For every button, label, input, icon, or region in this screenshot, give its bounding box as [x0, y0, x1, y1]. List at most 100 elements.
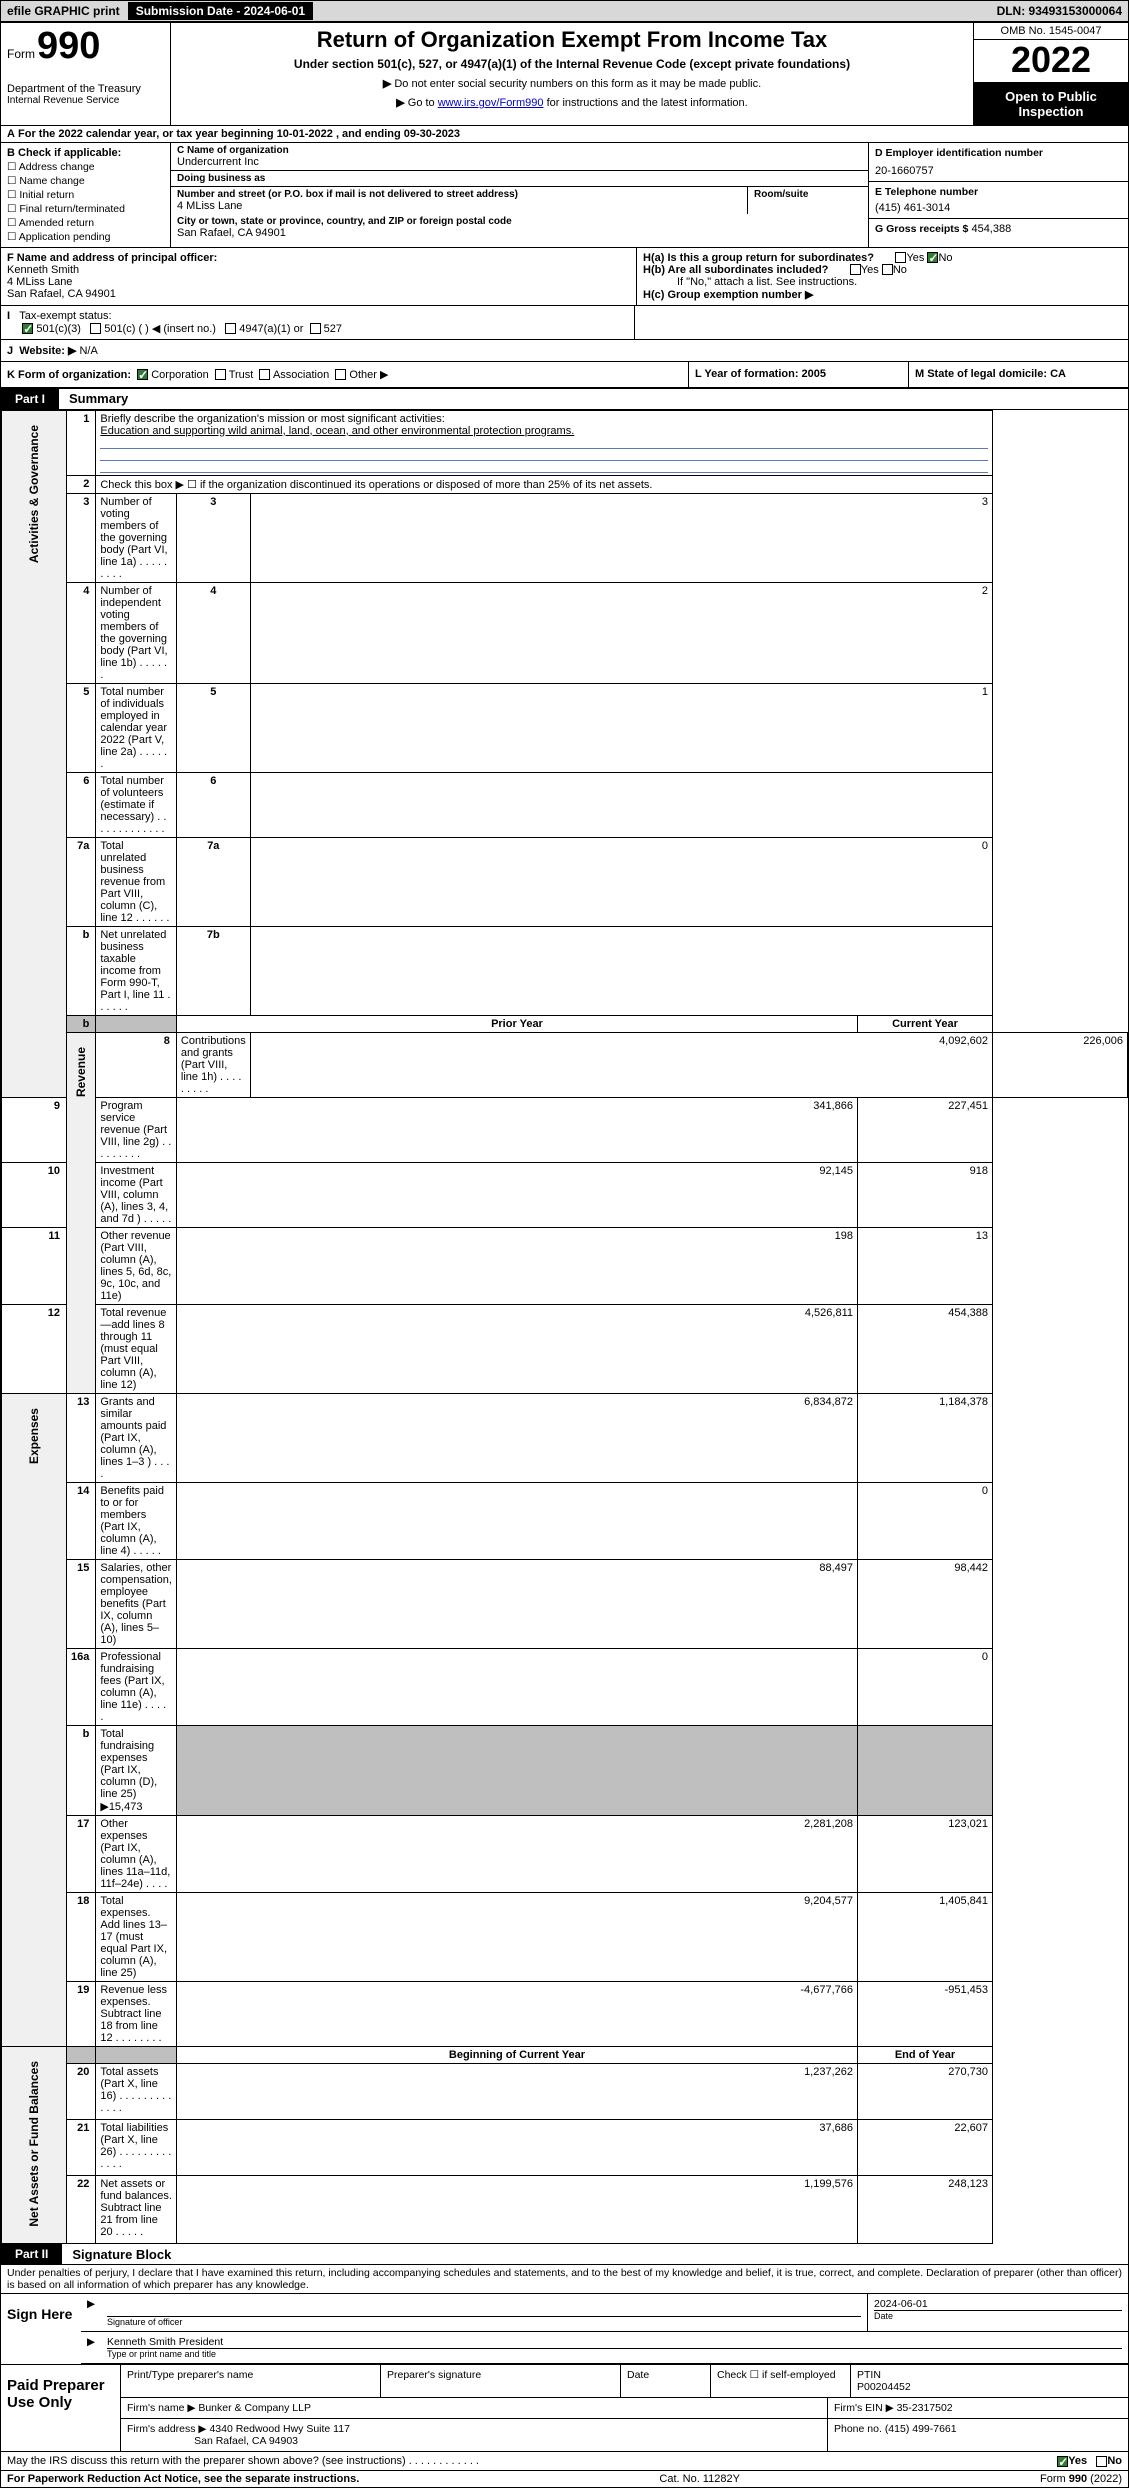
preparer-name-label: Print/Type preparer's name	[121, 2365, 381, 2397]
paid-label: Paid Preparer Use Only	[1, 2365, 121, 2451]
website-label: Website: ▶	[19, 345, 76, 357]
chk-name-change[interactable]: ☐ Name change	[7, 175, 164, 187]
street-addr: 4 MLiss Lane	[177, 200, 741, 212]
preparer-sig-label: Preparer's signature	[381, 2365, 621, 2397]
part1-tag: Part I	[1, 389, 59, 409]
officer-sub: Type or print name and title	[107, 2348, 1122, 2359]
chk-trust[interactable]	[215, 369, 226, 380]
chk-527[interactable]	[310, 323, 321, 334]
l9-desc: Program service revenue (Part VIII, line…	[100, 1100, 167, 1148]
l7b-desc: Net unrelated business taxable income fr…	[100, 929, 166, 1001]
return-subtitle: Under section 501(c), 527, or 4947(a)(1)…	[177, 57, 967, 71]
l4-val: 2	[250, 582, 992, 683]
row-a-text: For the 2022 calendar year, or tax year …	[18, 128, 460, 140]
chk-501c[interactable]	[90, 323, 101, 334]
l13-desc: Grants and similar amounts paid (Part IX…	[100, 1396, 166, 1468]
discuss-text: May the IRS discuss this return with the…	[7, 2455, 406, 2467]
chk-other[interactable]	[335, 369, 346, 380]
h-a-no[interactable]	[927, 252, 938, 263]
footer: For Paperwork Reduction Act Notice, see …	[1, 2470, 1128, 2487]
phone-value: (415) 461-3014	[875, 202, 1122, 214]
phone-label: E Telephone number	[875, 186, 1122, 198]
sig-date-label: Date	[874, 2310, 1122, 2321]
l6-desc: Total number of volunteers (estimate if …	[100, 775, 164, 823]
footer-left: For Paperwork Reduction Act Notice, see …	[7, 2473, 359, 2485]
return-title: Return of Organization Exempt From Incom…	[177, 27, 967, 53]
perjury-statement: Under penalties of perjury, I declare th…	[1, 2265, 1128, 2294]
chk-initial-return[interactable]: ☐ Initial return	[7, 189, 164, 201]
l12-desc: Total revenue—add lines 8 through 11 (mu…	[100, 1307, 166, 1391]
part2-tag: Part II	[1, 2244, 62, 2264]
irs-label: Internal Revenue Service	[7, 95, 164, 106]
year-formation: L Year of formation: 2005	[695, 368, 826, 380]
section-c: C Name of organization Undercurrent Inc …	[171, 143, 868, 247]
l20-desc: Total assets (Part X, line 16)	[100, 2066, 158, 2102]
sig-officer-label: Signature of officer	[107, 2316, 861, 2327]
self-employed-check[interactable]: Check ☐ if self-employed	[711, 2365, 851, 2397]
gross-value: 454,388	[971, 223, 1011, 235]
org-name: Undercurrent Inc	[177, 156, 862, 168]
topbar: efile GRAPHIC print Submission Date - 20…	[0, 0, 1129, 22]
col-end: End of Year	[858, 2046, 993, 2064]
f-label: F Name and address of principal officer:	[7, 252, 217, 264]
h-a-yes[interactable]	[895, 252, 906, 263]
col-begin: Beginning of Current Year	[176, 2046, 857, 2064]
arrow-icon: ▶	[81, 2332, 101, 2363]
chk-app-pending[interactable]: ☐ Application pending	[7, 231, 164, 243]
firm-phone-label: Phone no.	[834, 2423, 882, 2435]
l2-text: Check this box ▶ ☐ if the organization d…	[96, 475, 993, 493]
row-klm: K Form of organization: Corporation Trus…	[1, 362, 1128, 389]
l16a-desc: Professional fundraising fees (Part IX, …	[100, 1651, 164, 1711]
l16b-prior-shade	[176, 1725, 857, 1815]
firm-addr2: San Rafael, CA 94903	[194, 2435, 298, 2447]
paid-preparer-block: Paid Preparer Use Only Print/Type prepar…	[1, 2364, 1128, 2451]
chk-501c3[interactable]	[22, 323, 33, 334]
l21-desc: Total liabilities (Part X, line 26)	[100, 2122, 168, 2158]
entity-block: B Check if applicable: ☐ Address change …	[1, 143, 1128, 248]
h-b-yes[interactable]	[850, 264, 861, 275]
chk-final-return[interactable]: ☐ Final return/terminated	[7, 203, 164, 215]
tax-exempt-label: Tax-exempt status:	[19, 310, 111, 322]
k-label: K Form of organization:	[7, 369, 131, 381]
room-label: Room/suite	[754, 189, 862, 200]
l8-desc: Contributions and grants (Part VIII, lin…	[181, 1035, 246, 1083]
firm-addr1: 4340 Redwood Hwy Suite 117	[209, 2423, 349, 2435]
tax-year: 2022	[974, 40, 1128, 83]
l15-desc: Salaries, other compensation, employee b…	[100, 1562, 172, 1646]
l7a-val: 0	[250, 837, 992, 926]
l19-desc: Revenue less expenses. Subtract line 18 …	[100, 1984, 167, 2044]
ptin-value: P00204452	[857, 2381, 911, 2393]
goto-suffix: for instructions and the latest informat…	[547, 97, 748, 109]
chk-assoc[interactable]	[259, 369, 270, 380]
b-label: B Check if applicable:	[7, 147, 121, 159]
chk-corp[interactable]	[137, 369, 148, 380]
efile-label: efile GRAPHIC print	[1, 4, 126, 18]
h-b-no[interactable]	[882, 264, 893, 275]
h-b-note: If "No," attach a list. See instructions…	[643, 276, 1122, 288]
part1-header: Part I Summary	[1, 389, 1128, 410]
discuss-yes[interactable]	[1057, 2456, 1068, 2467]
gross-label: G Gross receipts $	[875, 223, 968, 235]
chk-4947[interactable]	[225, 323, 236, 334]
state-domicile: M State of legal domicile: CA	[915, 368, 1066, 380]
row-i: I Tax-exempt status: 501(c)(3) 501(c) ( …	[1, 306, 1128, 340]
dept-treasury: Department of the Treasury	[7, 83, 164, 95]
l11-desc: Other revenue (Part VIII, column (A), li…	[100, 1230, 171, 1302]
irs-link[interactable]: www.irs.gov/Form990	[438, 97, 544, 109]
header-mid: Return of Organization Exempt From Incom…	[171, 23, 973, 125]
part1-title: Summary	[59, 391, 128, 406]
omb-number: OMB No. 1545-0047	[974, 23, 1128, 40]
discuss-no[interactable]	[1096, 2456, 1107, 2467]
l16b-desc: Total fundraising expenses (Part IX, col…	[100, 1728, 157, 1813]
header-left: Form 990 Department of the Treasury Inte…	[1, 23, 171, 125]
section-b: B Check if applicable: ☐ Address change …	[1, 143, 171, 247]
chk-amended[interactable]: ☐ Amended return	[7, 217, 164, 229]
section-h: H(a) Is this a group return for subordin…	[637, 248, 1128, 305]
form-header: Form 990 Department of the Treasury Inte…	[1, 23, 1128, 126]
footer-mid: Cat. No. 11282Y	[659, 2473, 740, 2485]
row-f-h: F Name and address of principal officer:…	[1, 248, 1128, 306]
part2-header: Part II Signature Block	[1, 2244, 1128, 2265]
chk-address-change[interactable]: ☐ Address change	[7, 161, 164, 173]
l3-desc: Number of voting members of the governin…	[100, 496, 167, 568]
l8-prior: 4,092,602	[250, 1032, 992, 1097]
